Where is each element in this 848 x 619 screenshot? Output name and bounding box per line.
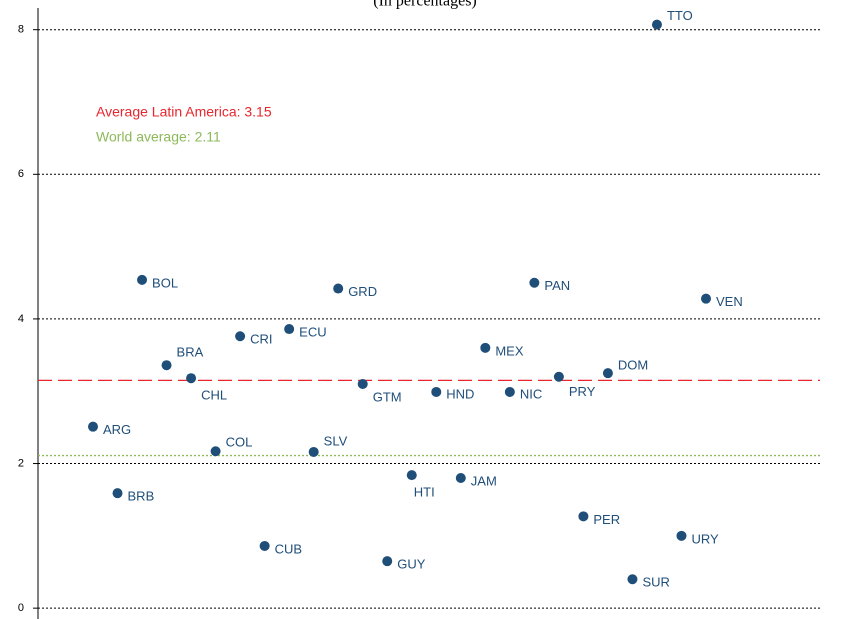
point bbox=[161, 360, 172, 371]
point-label: GTM bbox=[373, 389, 402, 404]
point bbox=[480, 342, 491, 353]
point-label: JAM bbox=[471, 473, 497, 488]
point-label: SLV bbox=[324, 433, 348, 448]
point-label: CUB bbox=[275, 541, 302, 556]
point-label: PRY bbox=[569, 384, 596, 399]
point-label: HND bbox=[446, 386, 474, 401]
point-label: TTO bbox=[667, 8, 693, 23]
point-label: BRB bbox=[128, 489, 155, 504]
point bbox=[357, 379, 368, 389]
point-label: HTI bbox=[414, 485, 435, 500]
point bbox=[112, 488, 123, 499]
y-tick-label: 4 bbox=[18, 313, 24, 325]
point bbox=[308, 446, 319, 457]
point bbox=[627, 574, 638, 585]
point bbox=[137, 274, 148, 285]
point-label: BOL bbox=[152, 275, 178, 290]
point bbox=[259, 540, 270, 551]
point bbox=[455, 473, 466, 483]
point bbox=[88, 421, 98, 432]
point-label: PAN bbox=[544, 278, 570, 293]
point-label: URY bbox=[691, 531, 719, 546]
point bbox=[431, 386, 442, 397]
point-label: MEX bbox=[495, 343, 524, 358]
point-label: SUR bbox=[642, 575, 669, 590]
point bbox=[406, 470, 417, 481]
point-label: ECU bbox=[299, 324, 326, 339]
y-tick-label: 8 bbox=[18, 24, 24, 36]
y-tick-label: 6 bbox=[18, 168, 24, 180]
point-label: CHL bbox=[201, 388, 227, 403]
point-label: CRI bbox=[250, 332, 272, 347]
point-label: ARG bbox=[103, 422, 131, 437]
point-label: BRA bbox=[177, 345, 204, 360]
y-tick-label: 2 bbox=[18, 457, 24, 469]
point bbox=[333, 283, 344, 294]
point bbox=[578, 511, 589, 522]
point bbox=[529, 277, 540, 288]
point bbox=[210, 446, 221, 457]
point bbox=[676, 530, 687, 541]
point bbox=[186, 373, 197, 384]
y-tick-label: 0 bbox=[18, 602, 24, 614]
point bbox=[382, 556, 393, 567]
point-label: NIC bbox=[520, 386, 542, 401]
point bbox=[504, 386, 515, 397]
point-label: GUY bbox=[397, 557, 426, 572]
point bbox=[235, 331, 246, 342]
point-label: COL bbox=[226, 435, 253, 450]
reference-label: World average: 2.11 bbox=[96, 129, 221, 145]
point bbox=[701, 293, 711, 304]
point bbox=[553, 371, 564, 382]
point bbox=[284, 324, 295, 335]
point-label: GRD bbox=[348, 284, 377, 299]
point bbox=[602, 368, 613, 379]
point-label: DOM bbox=[618, 358, 648, 373]
point bbox=[651, 19, 662, 30]
point-label: VEN bbox=[716, 294, 743, 309]
chart-subtitle: (In percentages) bbox=[373, 0, 477, 10]
point-label: PER bbox=[593, 512, 620, 527]
reference-label: Average Latin America: 3.15 bbox=[96, 104, 272, 120]
